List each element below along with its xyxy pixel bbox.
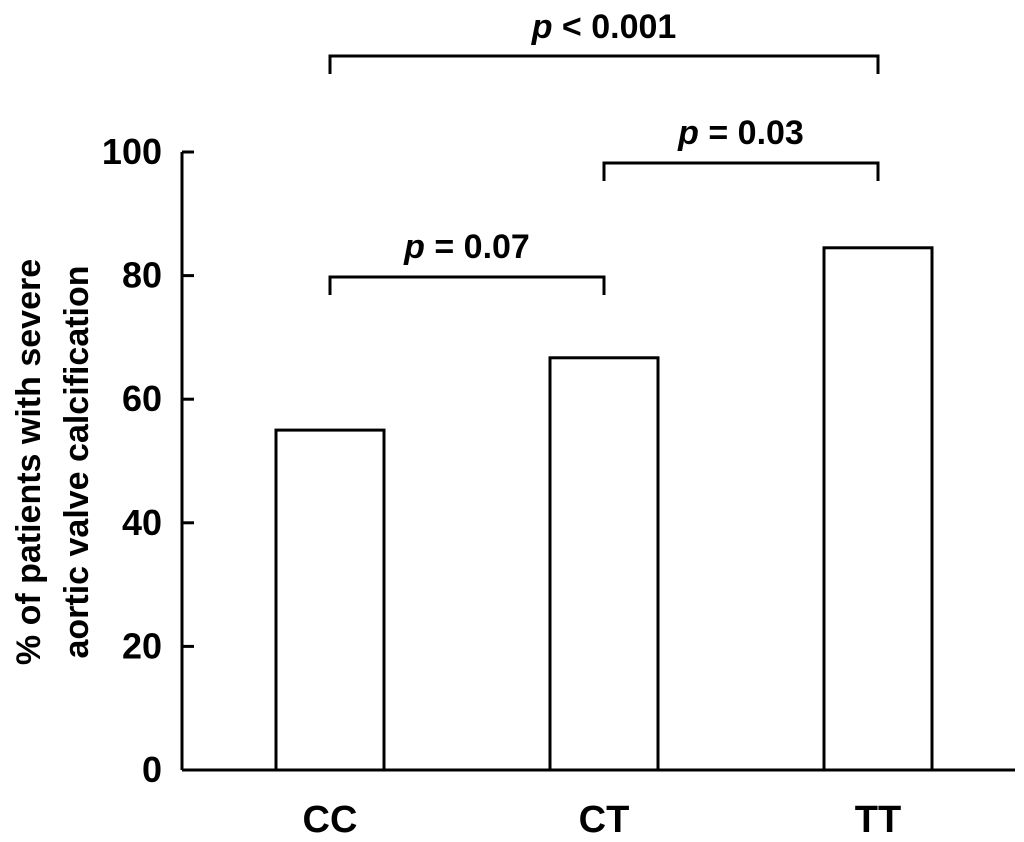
- bar-tt: [822, 246, 934, 772]
- y-tick-label: 20: [122, 625, 162, 666]
- p-value-label: p = 0.03: [677, 114, 804, 152]
- y-tick-label: 0: [142, 749, 162, 790]
- significance-brackets: p = 0.07 p = 0.03 p < 0.001: [328, 8, 880, 295]
- x-tick-label: CT: [579, 799, 630, 841]
- bar-cc: [274, 428, 386, 772]
- p-value-label: p < 0.001: [531, 8, 677, 46]
- y-axis-label: % of patients with severe aortic valve c…: [10, 259, 96, 665]
- y-tick-label: 40: [122, 502, 162, 543]
- x-tick-label: CC: [303, 799, 358, 841]
- significance-bracket: [328, 54, 880, 74]
- y-axis-label-line-1: % of patients with severe: [10, 259, 48, 665]
- y-tick-label: 60: [122, 378, 162, 419]
- significance-bracket: [602, 161, 880, 181]
- y-axis-label-line-2: aortic valve calcification: [58, 265, 96, 658]
- p-value-label: p = 0.07: [403, 228, 530, 266]
- bar-ct: [548, 356, 660, 772]
- y-tick-label: 80: [122, 255, 162, 296]
- x-tick-label: TT: [855, 799, 901, 841]
- bars: CC CT TT: [274, 246, 934, 841]
- significance-bracket: [328, 275, 606, 295]
- y-tick-label: 100: [102, 131, 162, 172]
